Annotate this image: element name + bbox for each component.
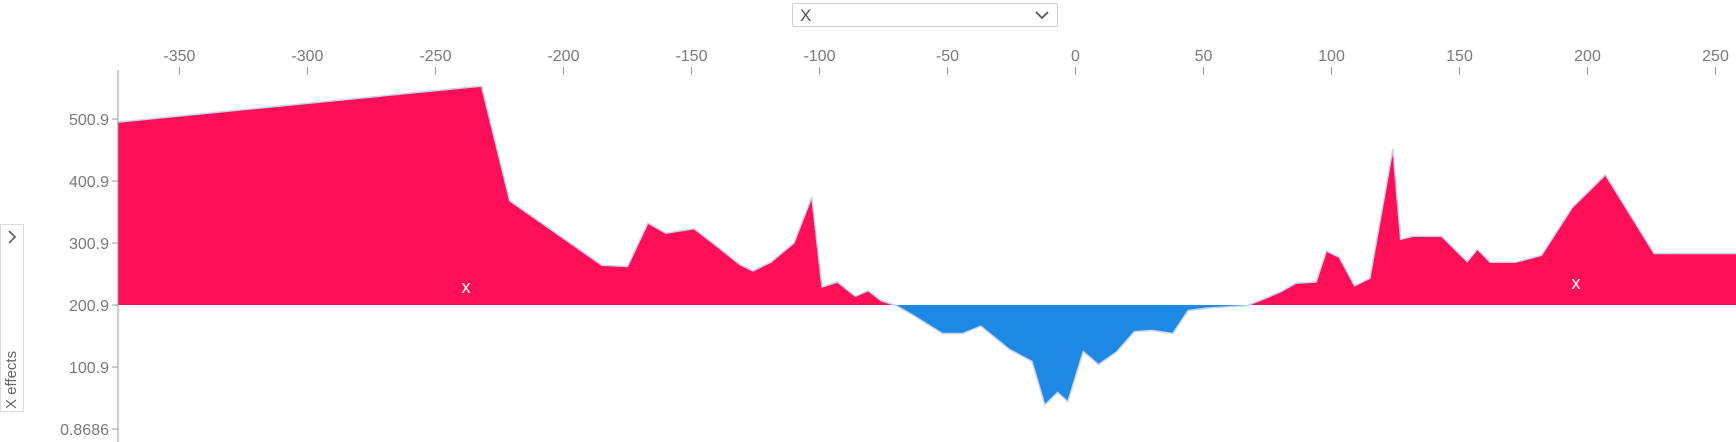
x-tick-label: -350 [163, 48, 195, 65]
y-axis: 0.8686 100.9 200.9 300.9 400.9 500.9 [60, 70, 119, 442]
y-tick-label: 300.9 [69, 236, 109, 253]
x-tick-label: 250 [1702, 48, 1729, 65]
chevron-right-icon [8, 230, 17, 244]
y-tick-label: 400.9 [69, 174, 109, 191]
x-tick-label: -100 [803, 48, 835, 65]
x-axis: -350 -300 -250 -200 -150 -100 -50 0 50 100 150 200 2… [163, 48, 1729, 75]
x-tick-label: -300 [291, 48, 323, 65]
y-tick-label: 100.9 [69, 360, 109, 377]
x-tick-label: -250 [419, 48, 451, 65]
x-tick-label: 150 [1446, 48, 1473, 65]
feature-selector[interactable]: X [792, 3, 1058, 27]
negative-effect-region-1 [894, 305, 1249, 405]
x-tick-label: -200 [547, 48, 579, 65]
x-tick-label: 100 [1318, 48, 1345, 65]
x-tick-label: -150 [675, 48, 707, 65]
effects-side-tab[interactable]: X effects [0, 224, 24, 412]
effect-outline-line [117, 85, 1736, 407]
chevron-down-icon [1035, 11, 1049, 20]
area-layer [117, 85, 1736, 407]
y-tick-label: 500.9 [69, 112, 109, 129]
feature-selector-value: X [800, 6, 812, 25]
x-tick-label: 200 [1574, 48, 1601, 65]
x-tick-label: -50 [936, 48, 959, 65]
x-tick-label: 50 [1195, 48, 1213, 65]
y-tick-label: 200.9 [69, 298, 109, 315]
feature-label-right: x [1572, 273, 1581, 293]
positive-effect-region-0 [118, 86, 895, 305]
feature-label-left: x [462, 277, 471, 297]
x-tick-label: 0 [1071, 48, 1080, 65]
y-tick-label: 0.8686 [60, 422, 109, 439]
positive-effect-region-2 [1248, 148, 1736, 305]
